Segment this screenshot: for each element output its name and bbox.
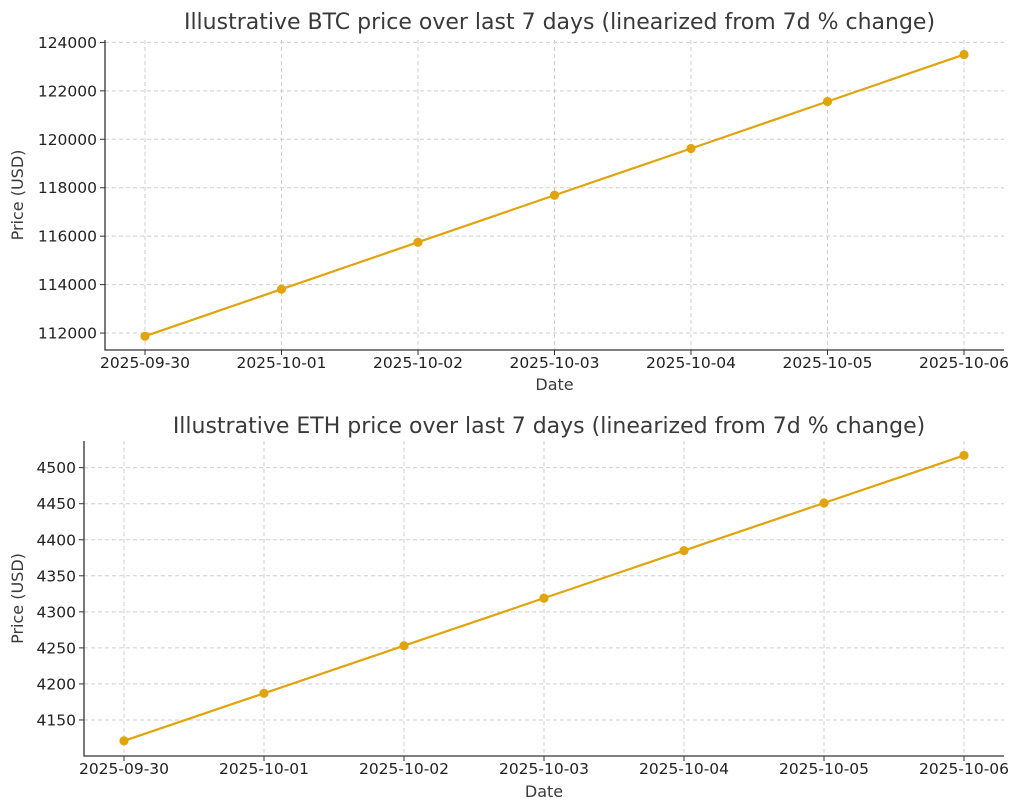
y-tick-label: 114000 [38, 276, 97, 294]
y-tick-label: 4450 [37, 495, 76, 513]
y-tick-label: 112000 [38, 325, 97, 343]
x-tick-label: 2025-10-06 [919, 760, 1009, 778]
x-tick-label: 2025-10-01 [236, 354, 326, 372]
x-tick-label: 2025-09-30 [79, 760, 169, 778]
data-point [959, 49, 969, 60]
x-tick-label: 2025-10-04 [639, 760, 729, 778]
data-point [686, 143, 696, 154]
data-point [819, 498, 829, 508]
data-point [679, 545, 689, 556]
x-tick-label: 2025-10-03 [499, 760, 589, 778]
axes-spines [104, 40, 1004, 351]
data-point [276, 284, 287, 294]
data-point [119, 736, 129, 746]
y-axis-label: Price (USD) [8, 553, 27, 644]
data-point [259, 688, 269, 698]
grid [84, 441, 1004, 756]
y-axis-label: Price (USD) [8, 150, 27, 241]
x-tick-label: 2025-10-02 [359, 760, 449, 778]
y-tick-label: 4350 [37, 567, 76, 585]
y-tick-label: 118000 [38, 179, 97, 197]
data-point [140, 331, 150, 341]
x-tick-label: 2025-10-05 [779, 760, 869, 778]
x-axis-label: Date [535, 375, 573, 394]
y-tick-label: 4500 [37, 459, 76, 477]
y-tick-label: 4250 [37, 639, 76, 657]
y-tick-label: 4300 [37, 603, 76, 621]
data-point [413, 237, 423, 247]
btc-price-chart: Illustrative BTC price over last 7 days … [8, 10, 1009, 394]
y-tick-label: 120000 [38, 131, 97, 149]
chart-title: Illustrative ETH price over last 7 days … [173, 414, 925, 439]
grid [105, 40, 1004, 350]
y-tick-label: 4150 [37, 711, 76, 729]
y-tick-label: 4400 [37, 531, 76, 549]
y-tick-label: 122000 [38, 82, 97, 100]
axes-spines [83, 441, 1004, 757]
x-tick-label: 2025-10-01 [219, 760, 309, 778]
y-tick-label: 116000 [38, 228, 97, 246]
data-point [549, 190, 560, 200]
data-point [822, 96, 833, 107]
data-point [539, 593, 549, 603]
x-tick-label: 2025-10-02 [373, 354, 463, 372]
data-point [959, 450, 969, 461]
eth-price-chart: Illustrative ETH price over last 7 days … [8, 414, 1009, 801]
x-tick-label: 2025-10-05 [782, 354, 872, 372]
y-tick-label: 124000 [38, 34, 97, 52]
x-tick-label: 2025-10-03 [509, 354, 599, 372]
data-point [399, 641, 409, 651]
x-axis-label: Date [525, 782, 563, 801]
x-tick-label: 2025-09-30 [100, 354, 190, 372]
y-tick-label: 4200 [37, 675, 76, 693]
x-tick-label: 2025-10-06 [919, 354, 1009, 372]
chart-title: Illustrative BTC price over last 7 days … [184, 10, 935, 35]
x-tick-label: 2025-10-04 [646, 354, 736, 372]
